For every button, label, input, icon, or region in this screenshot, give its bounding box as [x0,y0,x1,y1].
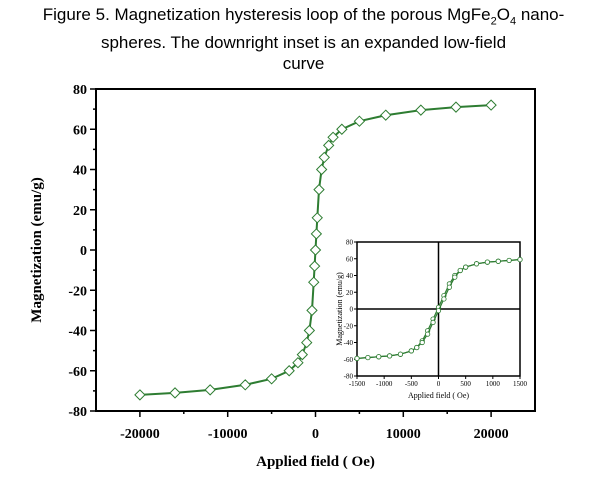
inset-data-point [414,344,420,351]
inset-x-tick-label: -500 [405,380,418,388]
inset-y-tick-label: -80 [344,373,354,381]
data-point [296,348,309,361]
inset-x-axis-title: Applied field ( Oe) [408,391,469,400]
y-tick-label: 40 [73,164,87,179]
inset-x-tick-label: 500 [460,380,471,388]
inset-data-point [354,355,360,362]
inset-data-point [446,284,452,290]
caption-subscript-1: 2 [490,15,497,28]
data-point [318,151,330,164]
y-tick-label: 0 [80,244,87,259]
inset-x-tick-label: 0 [437,380,441,388]
data-point [450,101,462,113]
inset-y-tick-label: -60 [344,356,354,364]
y-tick-label: -80 [68,405,87,420]
x-axis-title: Applied field ( Oe) [256,454,375,470]
x-tick-label: 0 [312,427,319,442]
data-point [308,260,321,272]
data-point [485,99,497,111]
data-point [415,104,427,116]
y-tick-label: 60 [73,123,87,138]
inset-data-point [376,354,382,360]
inset-y-tick-label: 20 [346,289,354,297]
data-point [301,336,313,349]
y-tick-label: -40 [68,325,87,340]
data-point [336,123,348,135]
x-tick-label: -10000 [208,427,248,442]
inset-data-point [495,258,501,264]
data-point [327,131,339,144]
inset-data-point [435,308,442,314]
data-point [311,212,323,224]
data-point [292,356,304,369]
x-tick-label: 20000 [474,427,509,442]
inset-y-axis-title: Magnetization (emu/g) [335,272,344,346]
x-tick-label: 10000 [386,427,421,442]
inset-data-point [408,348,414,354]
inset-data-point [457,267,463,274]
inset-data-point [484,259,490,265]
inset-x-tick-label: -1000 [376,380,393,388]
inset-y-tick-label: 0 [350,306,354,314]
caption-text-c: nano- [516,5,565,24]
data-point [169,387,181,399]
inset-plot: -1500 -1000 -500 0 500 1000 1500 -80 -60 -40 -20 0 2… [335,239,528,401]
inset-data-point [419,339,425,346]
inset-y-tick-label: 40 [346,272,354,280]
data-point [265,373,278,385]
data-point [308,276,320,288]
data-point [303,324,316,337]
caption-text-a: Figure 5. Magnetization hysteresis loop … [42,5,491,24]
data-point [306,304,318,317]
data-point [283,365,295,377]
inset-data-point [517,256,523,263]
data-point [239,379,251,391]
inset-x-tick-label: -1500 [349,380,366,388]
data-point [313,183,325,196]
inset-x-tick-label: 1000 [486,380,501,388]
inset-y-tick-label: -40 [344,339,354,347]
inset-data-point [441,296,447,302]
inset-y-tick-label: -20 [344,322,354,330]
inset-data-point [463,264,469,270]
y-axis-title: Magnetization (emu/g) [29,177,45,322]
inset-data-point [430,319,436,325]
inset-x-tick-label: 1500 [513,380,528,388]
data-point [353,115,366,127]
inset-data-point [473,261,480,267]
caption-line-1: Figure 5. Magnetization hysteresis loop … [0,4,607,32]
inset-data-point [425,331,431,337]
y-tick-label: -60 [68,365,87,380]
data-point [204,384,216,396]
caption-line-3: curve [282,54,325,74]
inset-data-point [365,354,371,361]
y-tick-label: 80 [73,83,87,98]
caption-subscript-2: 4 [509,15,517,28]
caption-text-b: O [496,5,510,24]
inset-data-point [397,351,404,357]
inset-data-point [506,257,512,264]
data-point [134,389,146,401]
y-tick-label: -20 [68,284,87,299]
data-point [380,109,392,121]
caption-line-2: spheres. The downright inset is an expan… [100,33,507,53]
inset-y-tick-label: 80 [346,239,354,247]
data-point [315,163,328,176]
data-point [309,244,322,256]
figure-caption: Figure 5. Magnetization hysteresis loop … [0,4,607,74]
inset-data-point [452,274,458,280]
inset-y-tick-label: 60 [346,255,354,263]
data-point [322,139,335,152]
data-point [310,228,323,240]
x-tick-label: -20000 [120,427,160,442]
y-tick-label: 20 [73,204,87,219]
inset-data-point [386,353,393,359]
